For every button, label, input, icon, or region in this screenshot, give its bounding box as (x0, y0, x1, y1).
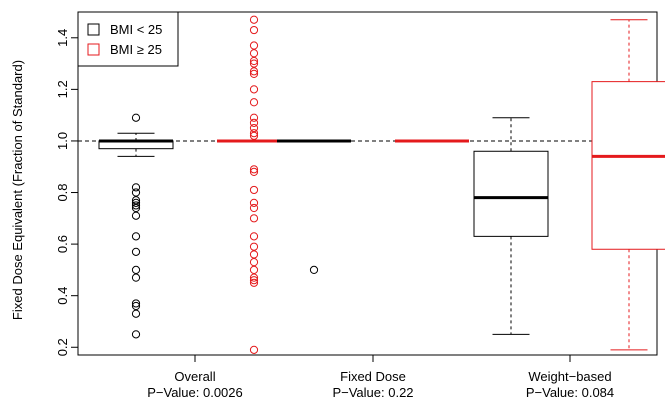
outlier-point (249, 69, 259, 78)
box-bmi-under-25 (473, 117, 549, 335)
box-bmi-under-25 (98, 113, 174, 339)
x-group-pvalue: P−Value: 0.22 (332, 385, 413, 400)
x-group-label: Weight−based (528, 369, 611, 384)
outlier-point (249, 123, 259, 133)
outlier-point (249, 273, 259, 282)
outlier-point (131, 211, 141, 220)
outlier-point (249, 242, 259, 251)
outlier-point (249, 41, 259, 50)
x-group-label: Fixed Dose (340, 369, 406, 384)
y-axis-label: Fixed Dose Equivalent (Fraction of Stand… (10, 60, 25, 320)
outlier-point (131, 203, 141, 213)
outlier-point (249, 25, 259, 35)
iqr-box (473, 150, 549, 237)
outlier-point (249, 265, 259, 274)
legend-label: BMI ≥ 25 (110, 42, 162, 57)
legend-swatch (87, 43, 100, 56)
outlier-point (249, 98, 259, 107)
outlier-point (249, 49, 259, 58)
y-tick-label: 1.2 (55, 80, 70, 98)
outlier-point (249, 185, 259, 195)
x-group-label: Overall (174, 369, 215, 384)
outlier-point (131, 113, 141, 122)
outlier-point (249, 167, 259, 176)
outlier-point (131, 198, 141, 207)
outlier-point (249, 345, 259, 354)
outlier-point (249, 56, 259, 66)
outlier-point (249, 278, 259, 287)
box-bmi-under-25 (277, 139, 351, 274)
outlier-point (249, 85, 259, 94)
outlier-point (249, 198, 259, 207)
outlier-point (131, 183, 141, 192)
outlier-point (131, 273, 141, 282)
outlier-point (309, 265, 319, 274)
outlier-point (249, 129, 259, 138)
outlier-point (131, 309, 141, 318)
y-tick-label: 1.4 (55, 29, 70, 47)
outlier-point (249, 131, 259, 140)
outlier-point (131, 201, 141, 210)
y-tick-label: 1.0 (55, 132, 70, 150)
outlier-point (131, 232, 141, 241)
outlier-point (249, 113, 259, 122)
outlier-point (249, 15, 259, 24)
legend-swatch (87, 23, 100, 36)
legend-label: BMI < 25 (110, 22, 162, 37)
y-tick-label: 0.6 (55, 235, 70, 253)
legend: BMI < 25 BMI ≥ 25 (77, 11, 179, 67)
outlier-point (249, 258, 259, 267)
outlier-point (131, 188, 141, 197)
y-tick-label: 0.2 (55, 338, 70, 356)
outlier-point (131, 247, 141, 256)
outlier-point (131, 301, 141, 311)
box-bmi-25-plus (591, 19, 665, 351)
outlier-point (249, 118, 259, 127)
y-tick-label: 0.4 (55, 287, 70, 305)
outlier-point (131, 265, 141, 274)
outlier-point (131, 196, 141, 205)
x-group-pvalue: P−Value: 0.0026 (147, 385, 243, 400)
outlier-point (249, 59, 259, 68)
outlier-point (249, 203, 259, 213)
outlier-point (131, 330, 141, 339)
x-group-pvalue: P−Value: 0.084 (526, 385, 614, 400)
outlier-point (249, 67, 259, 76)
box-bmi-25-plus (217, 15, 291, 354)
y-tick-label: 0.8 (55, 183, 70, 201)
iqr-box (591, 81, 665, 250)
outlier-point (249, 214, 259, 223)
outlier-point (131, 299, 141, 308)
outlier-point (249, 250, 259, 259)
outlier-point (249, 232, 259, 241)
legend-box (77, 11, 179, 67)
outlier-point (249, 276, 259, 285)
outlier-point (249, 165, 259, 174)
